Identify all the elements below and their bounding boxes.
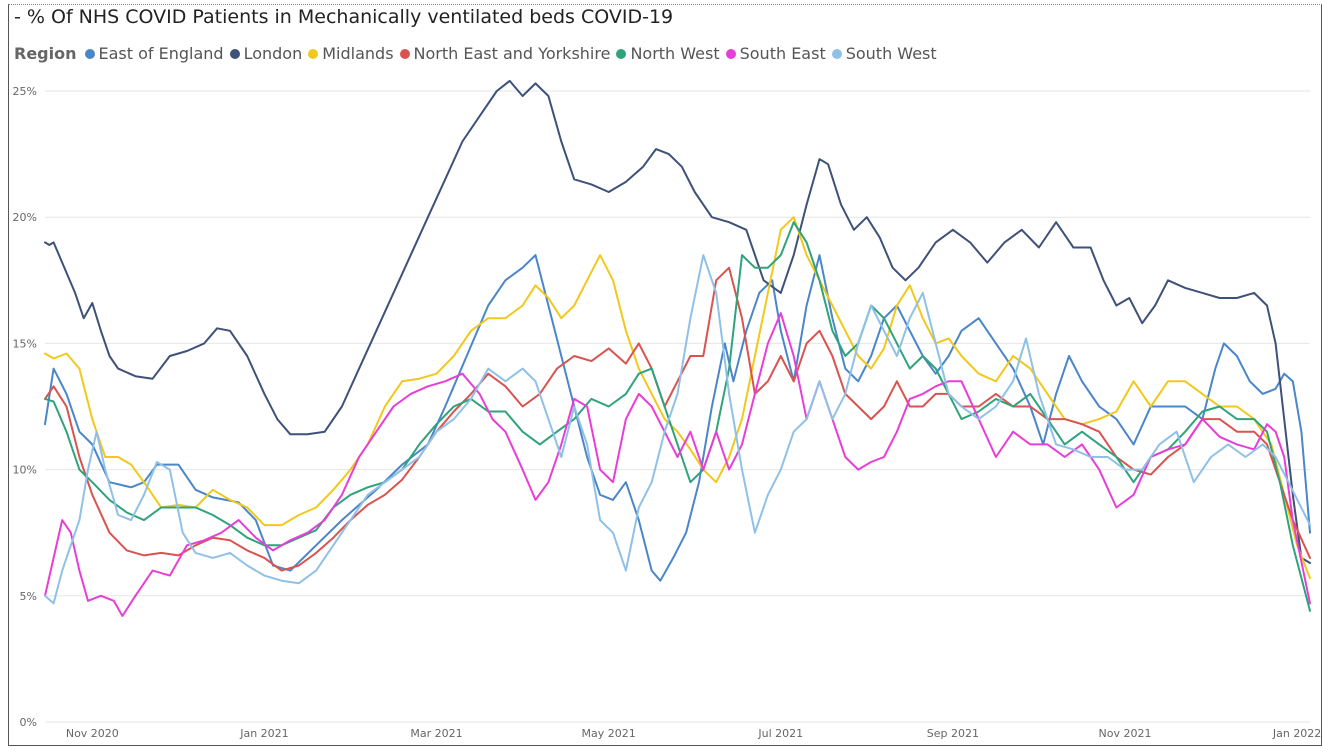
legend-marker <box>229 48 240 59</box>
legend-marker <box>84 48 95 59</box>
x-tick-label: May 2021 <box>582 727 636 740</box>
legend-item-midlands[interactable]: Midlands <box>308 44 394 63</box>
legend-marker <box>831 48 842 59</box>
chart-frame <box>8 4 1322 746</box>
y-tick-label: 10% <box>13 464 37 477</box>
legend-label: North East and Yorkshire <box>413 44 611 63</box>
legend-label: South East <box>739 44 826 63</box>
series-line-north-west[interactable] <box>44 221 1311 612</box>
y-tick-label: 25% <box>13 85 37 98</box>
x-tick-label: Nov 2021 <box>1098 727 1151 740</box>
series-line-south-west[interactable] <box>44 254 1311 605</box>
legend-label: Midlands <box>322 44 394 63</box>
x-tick-label: Nov 2020 <box>66 727 119 740</box>
x-tick-label: Mar 2021 <box>410 727 462 740</box>
legend-label: South West <box>845 44 937 63</box>
legend: Region East of England London Midlands Nort… <box>14 44 943 63</box>
x-tick-label: Jan 2022 <box>1272 727 1321 740</box>
legend-item-north-west[interactable]: North West <box>616 44 720 63</box>
x-tick-label: Jan 2021 <box>239 727 288 740</box>
y-tick-label: 5% <box>20 590 37 603</box>
legend-label: East of England <box>98 44 224 63</box>
legend-marker <box>725 48 736 59</box>
y-tick-label: 0% <box>20 716 37 729</box>
legend-marker <box>616 48 627 59</box>
legend-item-east-of-england[interactable]: East of England <box>84 44 224 63</box>
legend-item-south-east[interactable]: South East <box>725 44 826 63</box>
series-line-north-east-and-yorkshire[interactable] <box>44 266 1311 572</box>
legend-marker <box>308 48 319 59</box>
x-tick-label: Jul 2021 <box>757 727 803 740</box>
legend-item-north-east-and-yorkshire[interactable]: North East and Yorkshire <box>399 44 611 63</box>
chart-title: - % Of NHS COVID Patients in Mechanicall… <box>14 6 674 28</box>
series-line-london[interactable] <box>44 79 1311 564</box>
x-tick-label: Sep 2021 <box>927 727 979 740</box>
legend-title: Region <box>14 44 77 63</box>
legend-label: London <box>243 44 303 63</box>
y-tick-label: 15% <box>13 337 37 350</box>
legend-marker <box>399 48 410 59</box>
series-line-south-east[interactable] <box>44 312 1311 617</box>
legend-label: North West <box>630 44 720 63</box>
legend-item-south-west[interactable]: South West <box>831 44 937 63</box>
y-tick-label: 20% <box>13 211 37 224</box>
legend-item-london[interactable]: London <box>229 44 303 63</box>
